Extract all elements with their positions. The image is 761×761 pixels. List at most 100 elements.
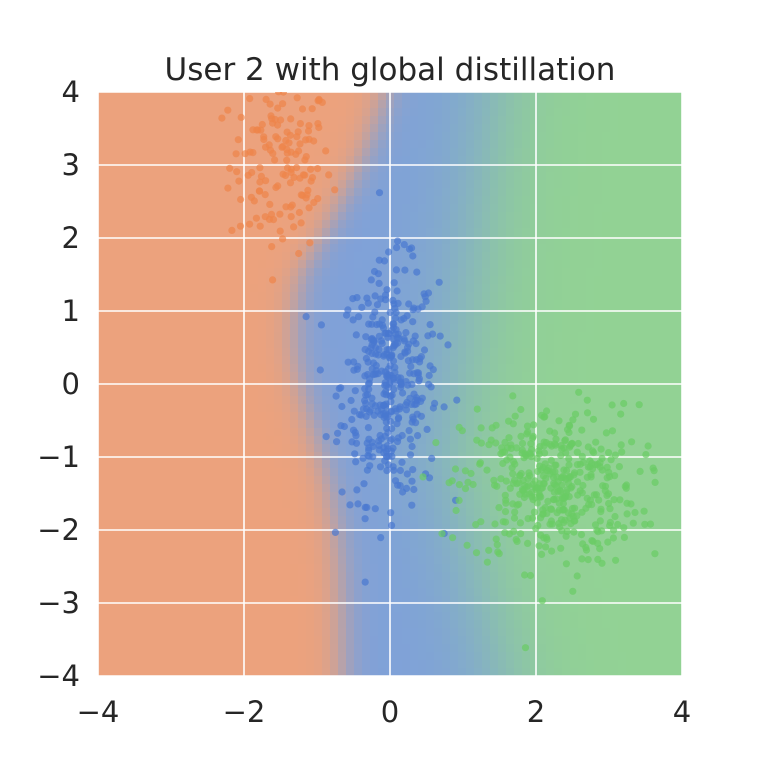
region-cell — [538, 220, 547, 229]
region-cell — [658, 364, 667, 373]
region-cell — [146, 364, 155, 373]
region-cell — [162, 396, 171, 405]
region-cell — [314, 484, 323, 493]
region-cell — [170, 508, 179, 517]
region-cell — [578, 172, 587, 181]
region-cell — [114, 108, 123, 117]
region-cell — [394, 548, 403, 557]
region-cell — [250, 260, 259, 269]
region-cell — [410, 556, 419, 565]
region-cell — [514, 268, 523, 277]
region-cell — [434, 124, 443, 133]
region-cell — [106, 636, 115, 645]
region-cell — [106, 172, 115, 181]
region-cell — [482, 604, 491, 613]
region-cell — [522, 604, 531, 613]
region-cell — [618, 492, 627, 501]
region-cell — [466, 612, 475, 621]
region-cell — [594, 100, 603, 109]
region-cell — [394, 428, 403, 437]
region-cell — [138, 420, 147, 429]
region-cell — [346, 460, 355, 469]
region-cell — [482, 172, 491, 181]
region-cell — [138, 580, 147, 589]
region-cell — [114, 308, 123, 317]
region-cell — [306, 388, 315, 397]
region-cell — [290, 516, 299, 525]
region-cell — [426, 428, 435, 437]
region-cell — [514, 428, 523, 437]
region-cell — [322, 316, 331, 325]
region-cell — [442, 372, 451, 381]
region-cell — [554, 340, 563, 349]
region-cell — [186, 412, 195, 421]
region-cell — [298, 580, 307, 589]
region-cell — [562, 140, 571, 149]
region-cell — [514, 388, 523, 397]
region-cell — [626, 148, 635, 157]
region-cell — [482, 484, 491, 493]
region-cell — [138, 500, 147, 509]
region-cell — [426, 92, 435, 101]
region-cell — [154, 348, 163, 357]
region-cell — [122, 164, 131, 173]
region-cell — [218, 204, 227, 213]
region-cell — [130, 580, 139, 589]
region-cell — [498, 556, 507, 565]
region-cell — [242, 260, 251, 269]
region-cell — [602, 108, 611, 117]
region-cell — [146, 476, 155, 485]
region-cell — [258, 636, 267, 645]
region-cell — [410, 580, 419, 589]
region-cell — [458, 516, 467, 525]
region-cell — [130, 620, 139, 629]
region-cell — [242, 508, 251, 517]
region-cell — [490, 100, 499, 109]
region-cell — [162, 404, 171, 413]
region-cell — [610, 180, 619, 189]
region-cell — [322, 204, 331, 213]
region-cell — [442, 348, 451, 357]
region-cell — [666, 508, 675, 517]
region-cell — [354, 108, 363, 117]
region-cell — [642, 236, 651, 245]
region-cell — [522, 228, 531, 237]
region-cell — [426, 396, 435, 405]
region-cell — [274, 364, 283, 373]
region-cell — [354, 316, 363, 325]
region-cell — [562, 612, 571, 621]
region-cell — [162, 268, 171, 277]
region-cell — [562, 220, 571, 229]
region-cell — [522, 284, 531, 293]
region-cell — [554, 284, 563, 293]
region-cell — [218, 516, 227, 525]
region-cell — [458, 556, 467, 565]
region-cell — [274, 108, 283, 117]
region-cell — [482, 308, 491, 317]
region-cell — [346, 284, 355, 293]
region-cell — [658, 404, 667, 413]
region-cell — [146, 468, 155, 477]
region-cell — [210, 412, 219, 421]
region-cell — [402, 196, 411, 205]
region-cell — [154, 188, 163, 197]
region-cell — [466, 132, 475, 141]
region-cell — [522, 436, 531, 445]
region-cell — [610, 628, 619, 637]
region-cell — [218, 548, 227, 557]
region-cell — [466, 628, 475, 637]
region-cell — [250, 204, 259, 213]
region-cell — [130, 356, 139, 365]
region-cell — [146, 156, 155, 165]
region-cell — [554, 148, 563, 157]
region-cell — [306, 356, 315, 365]
region-cell — [418, 444, 427, 453]
region-cell — [434, 556, 443, 565]
region-cell — [218, 148, 227, 157]
region-cell — [610, 324, 619, 333]
region-cell — [474, 180, 483, 189]
region-cell — [306, 372, 315, 381]
region-cell — [266, 596, 275, 605]
region-cell — [258, 156, 267, 165]
region-cell — [178, 172, 187, 181]
